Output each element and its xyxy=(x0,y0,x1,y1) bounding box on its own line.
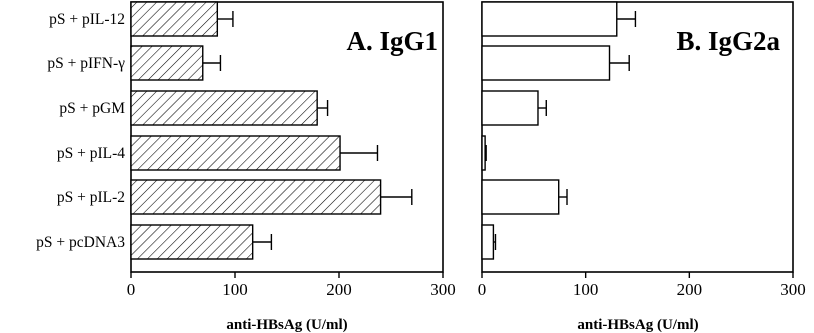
panel-b-bar xyxy=(481,90,539,126)
panel-a-tick-label: 300 xyxy=(430,280,456,299)
panel-a-bar xyxy=(130,1,219,37)
panel-a-tick-label: 0 xyxy=(127,280,136,299)
panel-a-bar xyxy=(130,45,204,81)
panel-a-bar xyxy=(130,179,382,215)
category-label: pS + pIL-4 xyxy=(57,145,125,162)
category-label: pS + pcDNA3 xyxy=(36,234,125,251)
panel-a-x-axis-title: anti-HBsAg (U/ml) xyxy=(226,317,347,333)
panel-a: 0 100 200 300 pS + pIL-12 pS + pIFN-γ pS + pG… xyxy=(36,1,456,333)
panel-b-tick-label: 0 xyxy=(478,280,487,299)
category-label: pS + pIL-2 xyxy=(57,189,125,206)
panel-a-ticks: 0 100 200 300 xyxy=(127,272,456,299)
panel-a-bars xyxy=(130,1,382,260)
panel-b-bar xyxy=(481,135,486,171)
panel-b-error-bars xyxy=(485,11,637,250)
category-label: pS + pIL-12 xyxy=(49,11,125,28)
panel-b-tick-label: 200 xyxy=(677,280,703,299)
panel-a-title: A. IgG1 xyxy=(346,26,438,56)
panel-b-bar xyxy=(481,179,560,215)
panel-b-bar xyxy=(481,1,618,37)
panel-a-tick-label: 200 xyxy=(326,280,352,299)
panel-a-tick-label: 100 xyxy=(222,280,248,299)
panel-b-bar xyxy=(481,224,495,260)
panel-a-category-labels: pS + pIL-12 pS + pIFN-γ pS + pGM pS + pIL-4… xyxy=(36,11,125,251)
panel-a-bar xyxy=(130,224,254,260)
panel-a-bar xyxy=(130,135,341,171)
category-label: pS + pGM xyxy=(59,100,125,117)
panel-b-bar xyxy=(481,45,611,81)
panel-b-tick-label: 100 xyxy=(573,280,599,299)
panel-b-bars xyxy=(481,1,618,260)
panel-b-ticks: 0 100 200 300 xyxy=(478,272,806,299)
panel-b: 0 100 200 300 B. IgG2a anti-HBsAg (U/ml) xyxy=(478,1,806,333)
panel-a-bar xyxy=(130,90,318,126)
panel-b-title: B. IgG2a xyxy=(676,26,780,56)
panel-a-error-bars xyxy=(202,11,413,250)
category-label: pS + pIFN-γ xyxy=(47,55,125,72)
panel-b-x-axis-title: anti-HBsAg (U/ml) xyxy=(577,317,698,333)
panel-b-tick-label: 300 xyxy=(780,280,806,299)
